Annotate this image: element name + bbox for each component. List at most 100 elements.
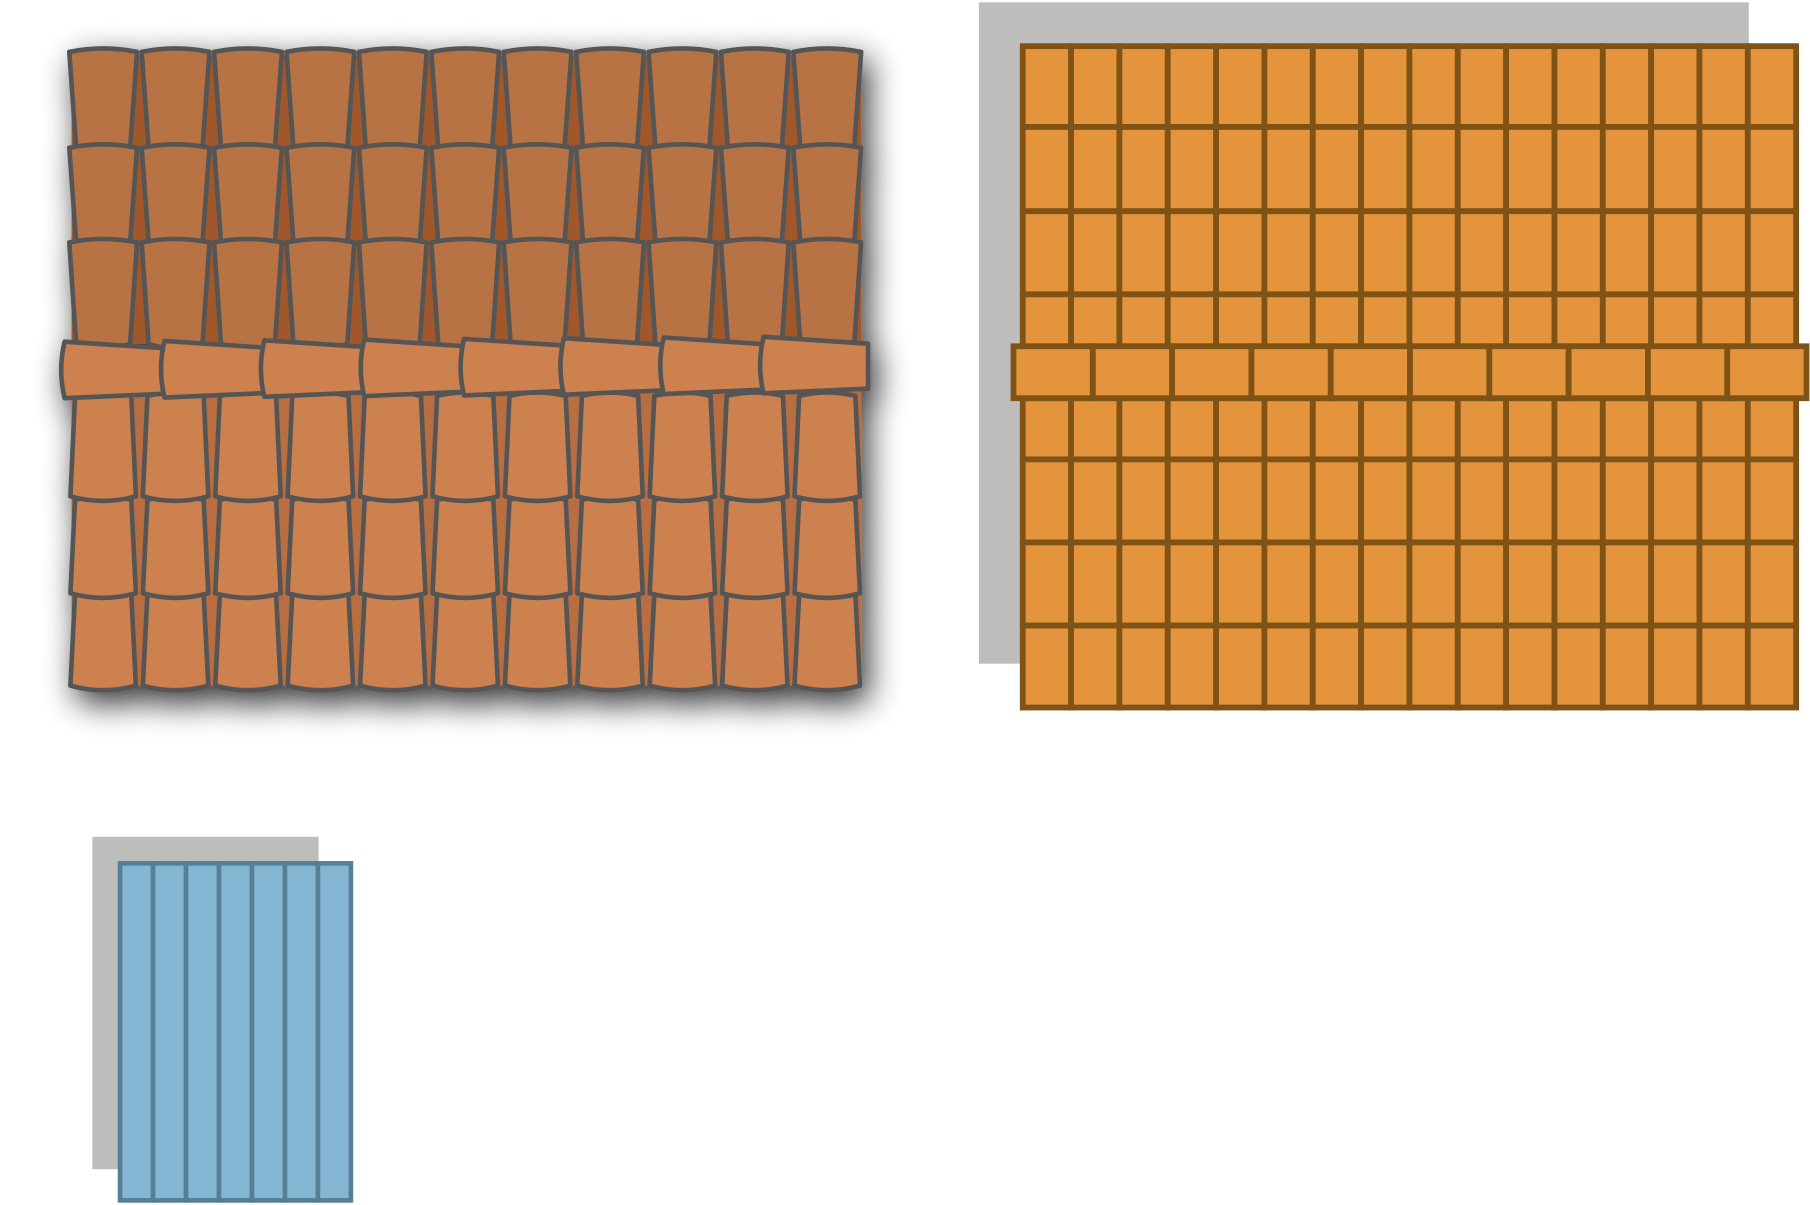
orange-tile xyxy=(1358,124,1413,215)
orange-tile xyxy=(1261,43,1316,130)
clay-tile xyxy=(284,236,357,351)
orange-tile xyxy=(1019,622,1074,711)
clay-tile xyxy=(66,236,140,351)
clay-tile xyxy=(66,142,140,250)
orange-tile xyxy=(1164,124,1219,215)
clay-tile xyxy=(68,390,139,504)
clay-tile xyxy=(68,588,139,693)
orange-tile xyxy=(1648,291,1703,350)
clay-tile xyxy=(140,494,211,601)
orange-tile xyxy=(1019,291,1074,350)
clay-tile xyxy=(647,494,718,601)
clay-tile xyxy=(574,588,646,693)
ridge-tile xyxy=(657,335,771,397)
orange-tile xyxy=(1164,395,1219,463)
clay-tile xyxy=(573,236,647,351)
clay-tile xyxy=(573,142,647,250)
orange-tile xyxy=(1454,456,1510,546)
ridge-tile xyxy=(1407,343,1493,402)
ridge-tile xyxy=(1565,343,1651,402)
orange-tile xyxy=(1503,395,1558,463)
orange-tile xyxy=(1503,539,1558,629)
clay-tile xyxy=(285,390,356,504)
orange-tile xyxy=(1116,539,1171,629)
clay-tile xyxy=(140,390,211,504)
orange-tile xyxy=(1551,456,1606,546)
orange-tile xyxy=(1213,291,1268,350)
clay-tile xyxy=(139,142,212,250)
orange-tile xyxy=(1406,622,1461,711)
orange-tile xyxy=(1309,124,1364,215)
orange-tile xyxy=(1164,456,1219,546)
orange-tile xyxy=(1164,291,1219,350)
blue-panel xyxy=(282,861,321,1203)
orange-tile xyxy=(1068,43,1123,130)
orange-tile xyxy=(1454,395,1510,463)
clay-roof xyxy=(58,46,871,693)
clay-tile xyxy=(718,142,792,250)
orange-tile xyxy=(1696,124,1751,215)
orange-tile xyxy=(1019,43,1074,130)
clay-tile xyxy=(792,588,863,693)
clay-tile xyxy=(211,236,285,351)
clay-tile xyxy=(285,588,356,693)
orange-tile xyxy=(1744,43,1800,130)
orange-tile xyxy=(1551,395,1606,463)
clay-tile xyxy=(212,494,284,601)
orange-tile xyxy=(1358,43,1413,130)
ridge-tile xyxy=(1645,343,1731,402)
orange-tile xyxy=(1068,208,1123,298)
clay-tile xyxy=(212,588,284,693)
orange-tile xyxy=(1213,456,1268,546)
clay-tile xyxy=(212,390,284,504)
orange-tile xyxy=(1696,208,1751,298)
orange-tile xyxy=(1068,395,1123,463)
orange-tile xyxy=(1744,539,1800,629)
orange-tile xyxy=(1116,208,1171,298)
orange-tile xyxy=(1599,622,1655,711)
orange-tile xyxy=(1648,124,1703,215)
orange-tile xyxy=(1261,124,1316,215)
orange-tile xyxy=(1744,622,1800,711)
orange-tile xyxy=(1503,208,1558,298)
orange-tile xyxy=(1164,539,1219,629)
orange-tile xyxy=(1019,539,1074,629)
clay-tile xyxy=(501,46,574,155)
clay-tile xyxy=(501,236,574,351)
orange-tile xyxy=(1116,291,1171,350)
orange-tile xyxy=(1068,622,1123,711)
clay-tile xyxy=(285,494,356,601)
clay-tile xyxy=(284,46,357,155)
orange-tile xyxy=(1309,539,1364,629)
orange-tile xyxy=(1406,539,1461,629)
orange-tile xyxy=(1454,124,1510,215)
orange-tile xyxy=(1309,208,1364,298)
ridge-tile xyxy=(1010,343,1096,402)
orange-tile xyxy=(1213,539,1268,629)
orange-tile xyxy=(1261,622,1316,711)
orange-tile xyxy=(1696,395,1751,463)
clay-tile xyxy=(430,588,501,693)
clay-tile xyxy=(647,588,718,693)
clay-tile xyxy=(573,46,647,155)
orange-tile xyxy=(1406,291,1461,350)
orange-tile xyxy=(1213,395,1268,463)
clay-tile xyxy=(357,588,428,693)
orange-tile xyxy=(1551,622,1606,711)
orange-tile xyxy=(1599,456,1655,546)
orange-tile xyxy=(1116,124,1171,215)
clay-tile xyxy=(66,46,140,155)
orange-tile xyxy=(1116,43,1171,130)
orange-tile xyxy=(1358,291,1413,350)
blue-panel xyxy=(150,861,189,1203)
clay-tile xyxy=(646,236,719,351)
orange-tile xyxy=(1696,456,1751,546)
blue-panel xyxy=(315,861,354,1203)
ridge-tile xyxy=(258,337,372,400)
orange-tile xyxy=(1551,43,1606,130)
ridge-tile xyxy=(1248,343,1334,402)
orange-tile xyxy=(1696,43,1751,130)
orange-tile xyxy=(1599,291,1655,350)
orange-tile xyxy=(1696,622,1751,711)
ridge-tile xyxy=(1169,343,1255,402)
